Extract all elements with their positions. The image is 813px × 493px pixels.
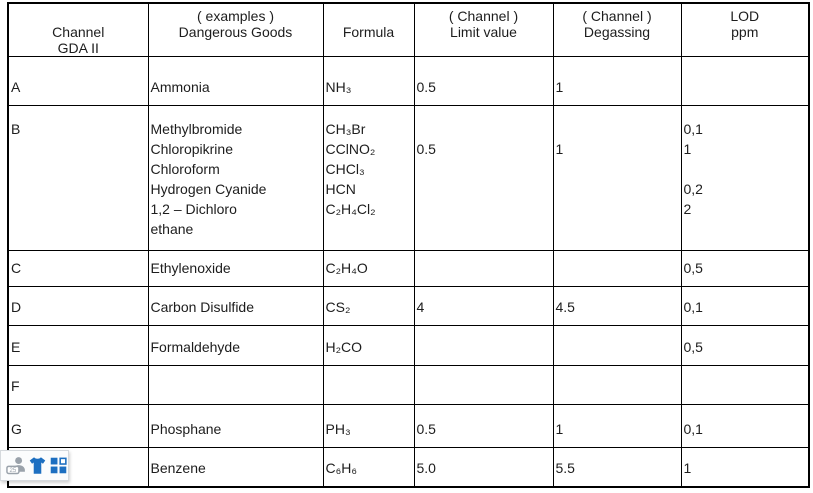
cell-degassing	[552, 325, 682, 366]
header-limit-value: ( Channel ) Limit value	[413, 2, 554, 57]
person-badge-icon: 25	[6, 457, 25, 475]
header-degassing: ( Channel ) Degassing	[552, 2, 682, 57]
cell-lod: 0,1	[680, 404, 810, 448]
cell-degassing: 4.5	[552, 286, 682, 326]
cell-lod: 1	[680, 447, 810, 487]
badge-label: 25	[10, 467, 17, 474]
cell-limit	[413, 250, 554, 287]
table-row-c: C Ethylenoxide C₂H₄O 0,5	[7, 250, 810, 287]
cell-formula: NH₃	[322, 56, 415, 106]
cell-goods	[147, 365, 324, 405]
cell-formula	[322, 365, 415, 405]
table-row-b: B Methylbromide Chloropikrine Chloroform…	[7, 105, 810, 251]
table-header-row: Channel GDA II ( examples ) Dangerous Go…	[7, 2, 810, 57]
header-channel: Channel GDA II	[7, 2, 149, 57]
cell-degassing	[552, 250, 682, 287]
cell-goods: Methylbromide Chloropikrine Chloroform H…	[147, 105, 324, 251]
table-row-e: E Formaldehyde H₂CO 0,5	[7, 325, 810, 366]
cell-formula: CS₂	[322, 286, 415, 326]
cell-goods: Phosphane	[147, 404, 324, 448]
cell-goods: Formaldehyde	[147, 325, 324, 366]
floating-toolbar: 25	[0, 450, 69, 481]
cell-degassing: 5.5	[552, 447, 682, 487]
cell-lod: 0,5	[680, 325, 810, 366]
cell-channel: C	[7, 250, 149, 287]
grid-icon	[50, 457, 67, 474]
cell-degassing	[552, 365, 682, 405]
cell-formula: C₆H₆	[322, 447, 415, 487]
cell-channel: G	[7, 404, 149, 448]
cell-channel: B	[7, 105, 149, 251]
cell-goods: Benzene	[147, 447, 324, 487]
cell-channel: E	[7, 325, 149, 366]
header-lod: LOD ppm	[680, 2, 810, 57]
header-dangerous-goods: ( examples ) Dangerous Goods	[147, 2, 324, 57]
table-row-a: A Ammonia NH₃ 0.5 1	[7, 56, 810, 106]
person-badge-button[interactable]: 25	[6, 455, 27, 476]
cell-lod	[680, 56, 810, 106]
cell-formula: H₂CO	[322, 325, 415, 366]
cell-lod: 0,5	[680, 250, 810, 287]
cell-degassing: 1	[552, 56, 682, 106]
cell-formula: CH₃Br CClNO₂ CHCl₃ HCN C₂H₄Cl₂	[322, 105, 415, 251]
cell-channel: D	[7, 286, 149, 326]
table-row-h: H Benzene C₆H₆ 5.0 5.5 1	[7, 447, 810, 487]
cell-limit: 0.5	[413, 56, 554, 106]
cell-degassing: 1	[552, 105, 682, 251]
cell-limit	[413, 365, 554, 405]
cell-channel: F	[7, 365, 149, 405]
cell-goods: Carbon Disulfide	[147, 286, 324, 326]
cell-lod: 0,1	[680, 286, 810, 326]
cell-channel: A	[7, 56, 149, 106]
table-row-d: D Carbon Disulfide CS₂ 4 4.5 0,1	[7, 286, 810, 326]
cell-goods: Ammonia	[147, 56, 324, 106]
table-row-f: F	[7, 365, 810, 405]
table-row-g: G Phosphane PH₃ 0.5 1 0,1	[7, 404, 810, 448]
cell-lod: 0,1 1 0,2 2	[680, 105, 810, 251]
cell-limit: 0.5	[413, 404, 554, 448]
tshirt-button[interactable]	[27, 455, 48, 476]
cell-formula: C₂H₄O	[322, 250, 415, 287]
cell-limit: 4	[413, 286, 554, 326]
header-formula: Formula	[322, 2, 415, 57]
cell-limit: 0.5	[413, 105, 554, 251]
grid-button[interactable]	[48, 455, 69, 476]
cell-lod	[680, 365, 810, 405]
tshirt-icon	[29, 457, 46, 474]
cell-goods: Ethylenoxide	[147, 250, 324, 287]
cell-limit: 5.0	[413, 447, 554, 487]
dangerous-goods-table: Channel GDA II ( examples ) Dangerous Go…	[7, 2, 810, 488]
cell-degassing: 1	[552, 404, 682, 448]
cell-limit	[413, 325, 554, 366]
cell-formula: PH₃	[322, 404, 415, 448]
